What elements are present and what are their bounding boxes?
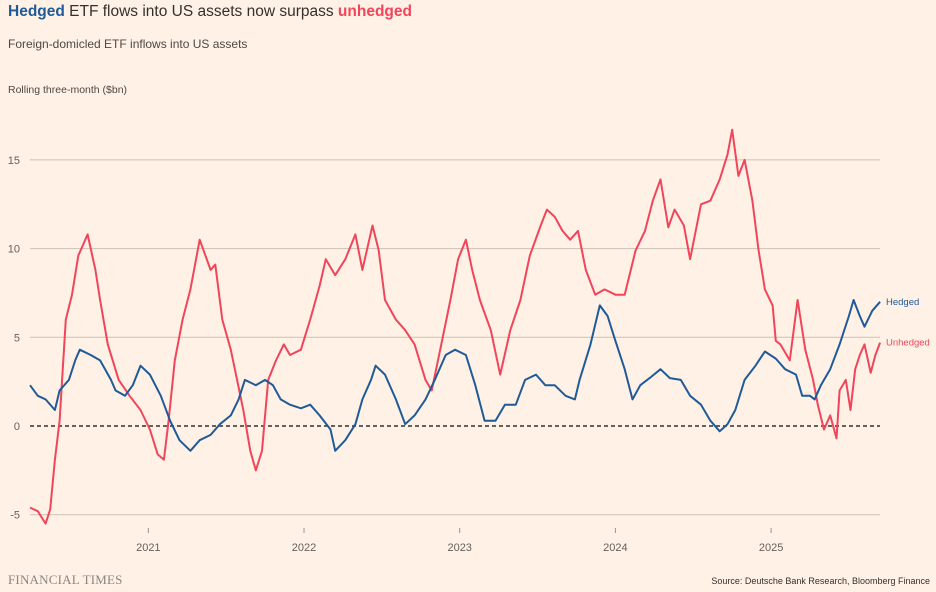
y-tick-label: 5 <box>14 332 20 344</box>
series-line-hedged <box>29 299 881 452</box>
ft-logo: FINANCIAL TIMES <box>8 572 123 587</box>
x-tick-label: 2023 <box>447 542 471 554</box>
y-tick-label: -5 <box>10 510 20 522</box>
title-unhedged: unhedged <box>337 3 412 20</box>
source-note: Source: Deutsche Bank Research, Bloomber… <box>711 576 930 586</box>
chart-subtitle: Foreign-domicled ETF inflows into US ass… <box>8 37 248 51</box>
y-axis-label: Rolling three-month ($bn) <box>8 84 128 96</box>
title-middle: ETF flows into US assets now surpass <box>64 3 338 20</box>
x-tick-label: 2025 <box>759 542 783 554</box>
x-tick-label: 2022 <box>292 542 316 554</box>
y-tick-label: 0 <box>14 421 20 433</box>
title-hedged: Hedged <box>8 3 65 20</box>
y-tick-label: 10 <box>8 244 20 256</box>
y-tick-label: 15 <box>8 155 20 167</box>
x-tick-label: 2021 <box>136 542 160 554</box>
x-tick-label: 2024 <box>603 542 627 554</box>
series-label-hedged: Hedged <box>886 297 919 308</box>
series-label-unhedged: Unhedged <box>886 338 930 349</box>
chart-title: Hedged ETF flows into US assets now surp… <box>8 3 412 21</box>
series-line-unhedged <box>29 128 882 525</box>
